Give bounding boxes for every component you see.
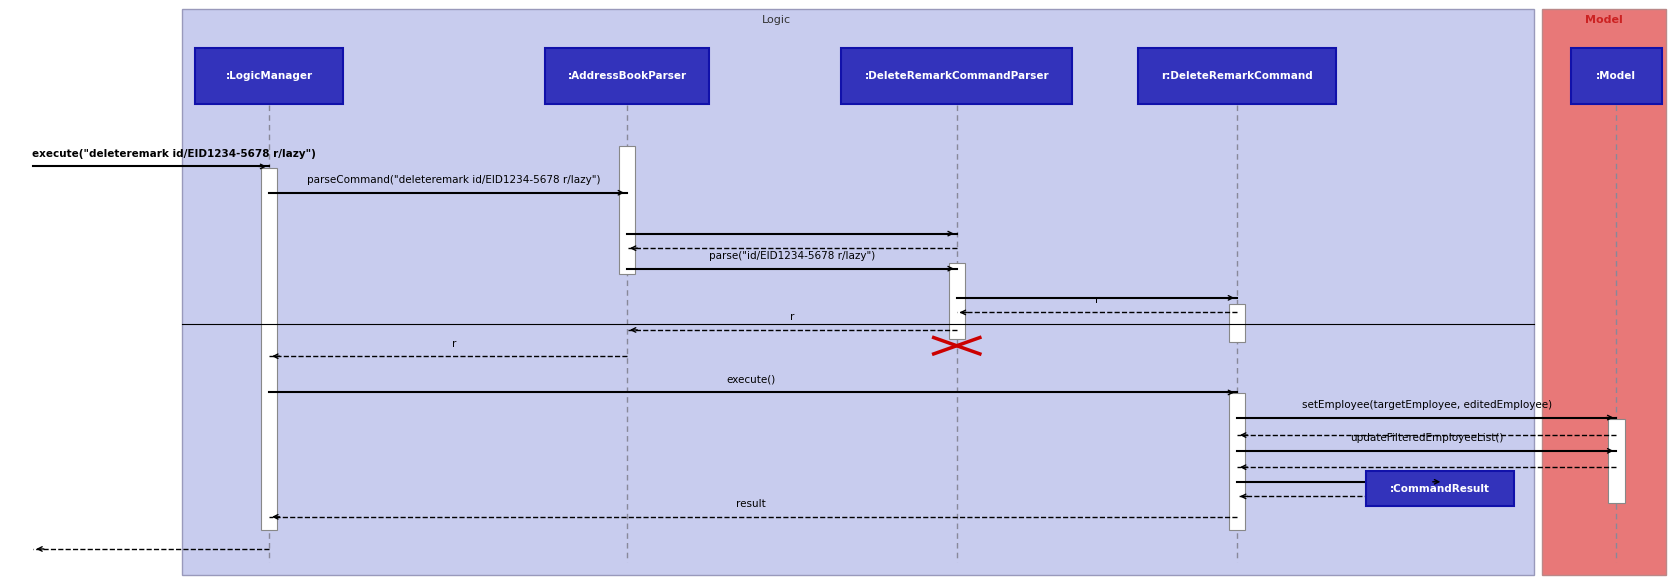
Bar xyxy=(842,48,1071,104)
Bar xyxy=(1569,48,1661,104)
Bar xyxy=(1365,471,1512,506)
Text: setEmployee(targetEmployee, editedEmployee): setEmployee(targetEmployee, editedEmploy… xyxy=(1302,400,1551,410)
Text: :LogicManager: :LogicManager xyxy=(226,71,313,81)
Text: parse("id/EID1234-5678 r/lazy"): parse("id/EID1234-5678 r/lazy") xyxy=(708,251,875,261)
Bar xyxy=(619,146,634,274)
Text: Model: Model xyxy=(1584,15,1621,25)
Text: Logic: Logic xyxy=(761,15,791,25)
Text: :CommandResult: :CommandResult xyxy=(1389,484,1489,494)
Text: r: r xyxy=(1094,295,1099,305)
Bar xyxy=(949,263,964,339)
Bar xyxy=(1608,419,1623,503)
Bar xyxy=(182,9,1532,575)
Text: updateFilteredEmployeeList(): updateFilteredEmployeeList() xyxy=(1348,433,1502,443)
Text: :DeleteRemarkCommandParser: :DeleteRemarkCommandParser xyxy=(863,71,1049,81)
Bar xyxy=(1228,304,1245,342)
Text: r: r xyxy=(452,339,455,349)
Text: parseCommand("deleteremark id/EID1234-5678 r/lazy"): parseCommand("deleteremark id/EID1234-56… xyxy=(306,175,601,185)
Bar xyxy=(1138,48,1335,104)
Bar xyxy=(194,48,343,104)
Bar xyxy=(1541,9,1665,575)
Text: :AddressBookParser: :AddressBookParser xyxy=(567,71,686,81)
Text: r: r xyxy=(790,312,793,322)
Text: execute(): execute() xyxy=(726,375,775,385)
Bar xyxy=(261,168,278,530)
Text: result: result xyxy=(736,499,765,509)
Text: execute("deleteremark id/EID1234-5678 r/lazy"): execute("deleteremark id/EID1234-5678 r/… xyxy=(32,149,315,159)
Bar xyxy=(544,48,709,104)
Text: :Model: :Model xyxy=(1596,71,1635,81)
Text: r:DeleteRemarkCommand: r:DeleteRemarkCommand xyxy=(1161,71,1312,81)
Bar xyxy=(1228,393,1245,530)
